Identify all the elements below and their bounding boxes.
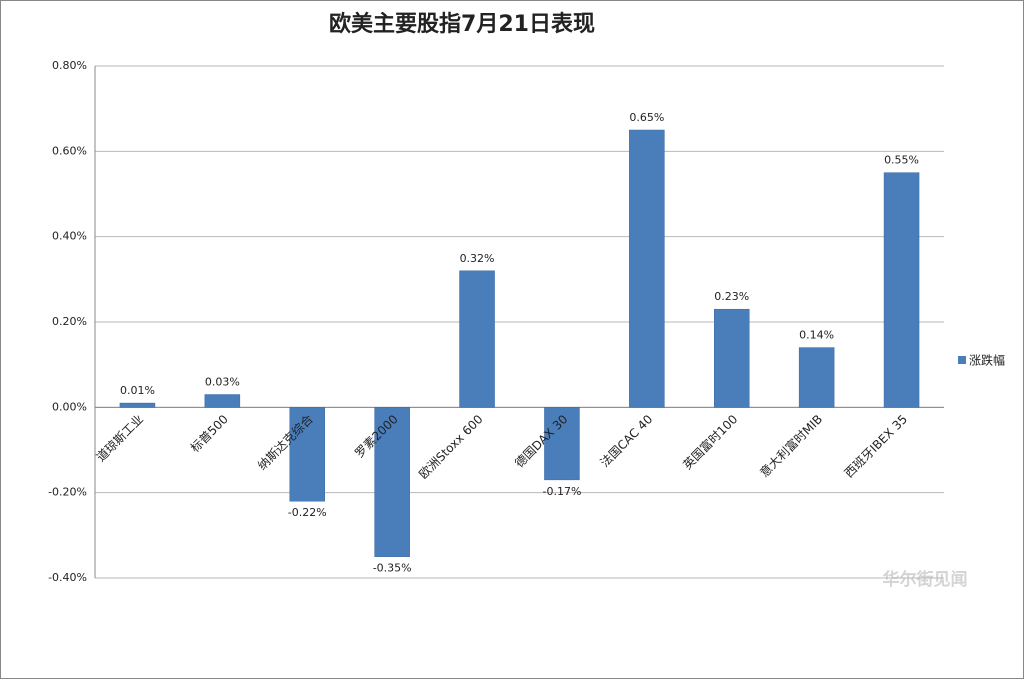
y-tick-label: 0.00%: [52, 400, 87, 413]
bar-shade: [798, 347, 835, 408]
y-tick-label: 0.20%: [52, 315, 87, 328]
value-label: -0.22%: [288, 506, 327, 519]
bar-shade: [714, 308, 750, 408]
bar-shade: [289, 407, 325, 502]
y-tick-label: 0.40%: [52, 230, 87, 243]
bar-shade: [374, 407, 410, 557]
bar-shade: [459, 270, 495, 408]
y-tick-label: -0.40%: [48, 571, 87, 584]
value-label: 0.32%: [460, 252, 495, 265]
y-tick-label: -0.20%: [48, 486, 87, 499]
watermark: 华尔街见闻: [883, 569, 968, 590]
bar-shade: [204, 394, 241, 408]
value-label: 0.23%: [714, 290, 749, 303]
y-tick-label: 0.80%: [52, 59, 87, 72]
chart-title: 欧美主要股指7月21日表现: [329, 11, 595, 37]
legend-swatch: [958, 356, 966, 364]
value-label: 0.65%: [629, 111, 664, 124]
legend-label: 涨跌幅: [969, 353, 1005, 368]
bar-shade: [544, 407, 580, 481]
value-label: 0.14%: [799, 329, 834, 342]
bar-shade: [119, 402, 156, 408]
value-label: 0.55%: [884, 154, 919, 167]
value-label: 0.03%: [205, 376, 240, 389]
value-label: 0.01%: [120, 384, 155, 397]
value-label: -0.35%: [373, 562, 412, 575]
bar-shade: [629, 129, 665, 408]
value-label: -0.17%: [542, 485, 581, 498]
bar-shade: [883, 172, 920, 408]
y-tick-label: 0.60%: [52, 144, 87, 157]
